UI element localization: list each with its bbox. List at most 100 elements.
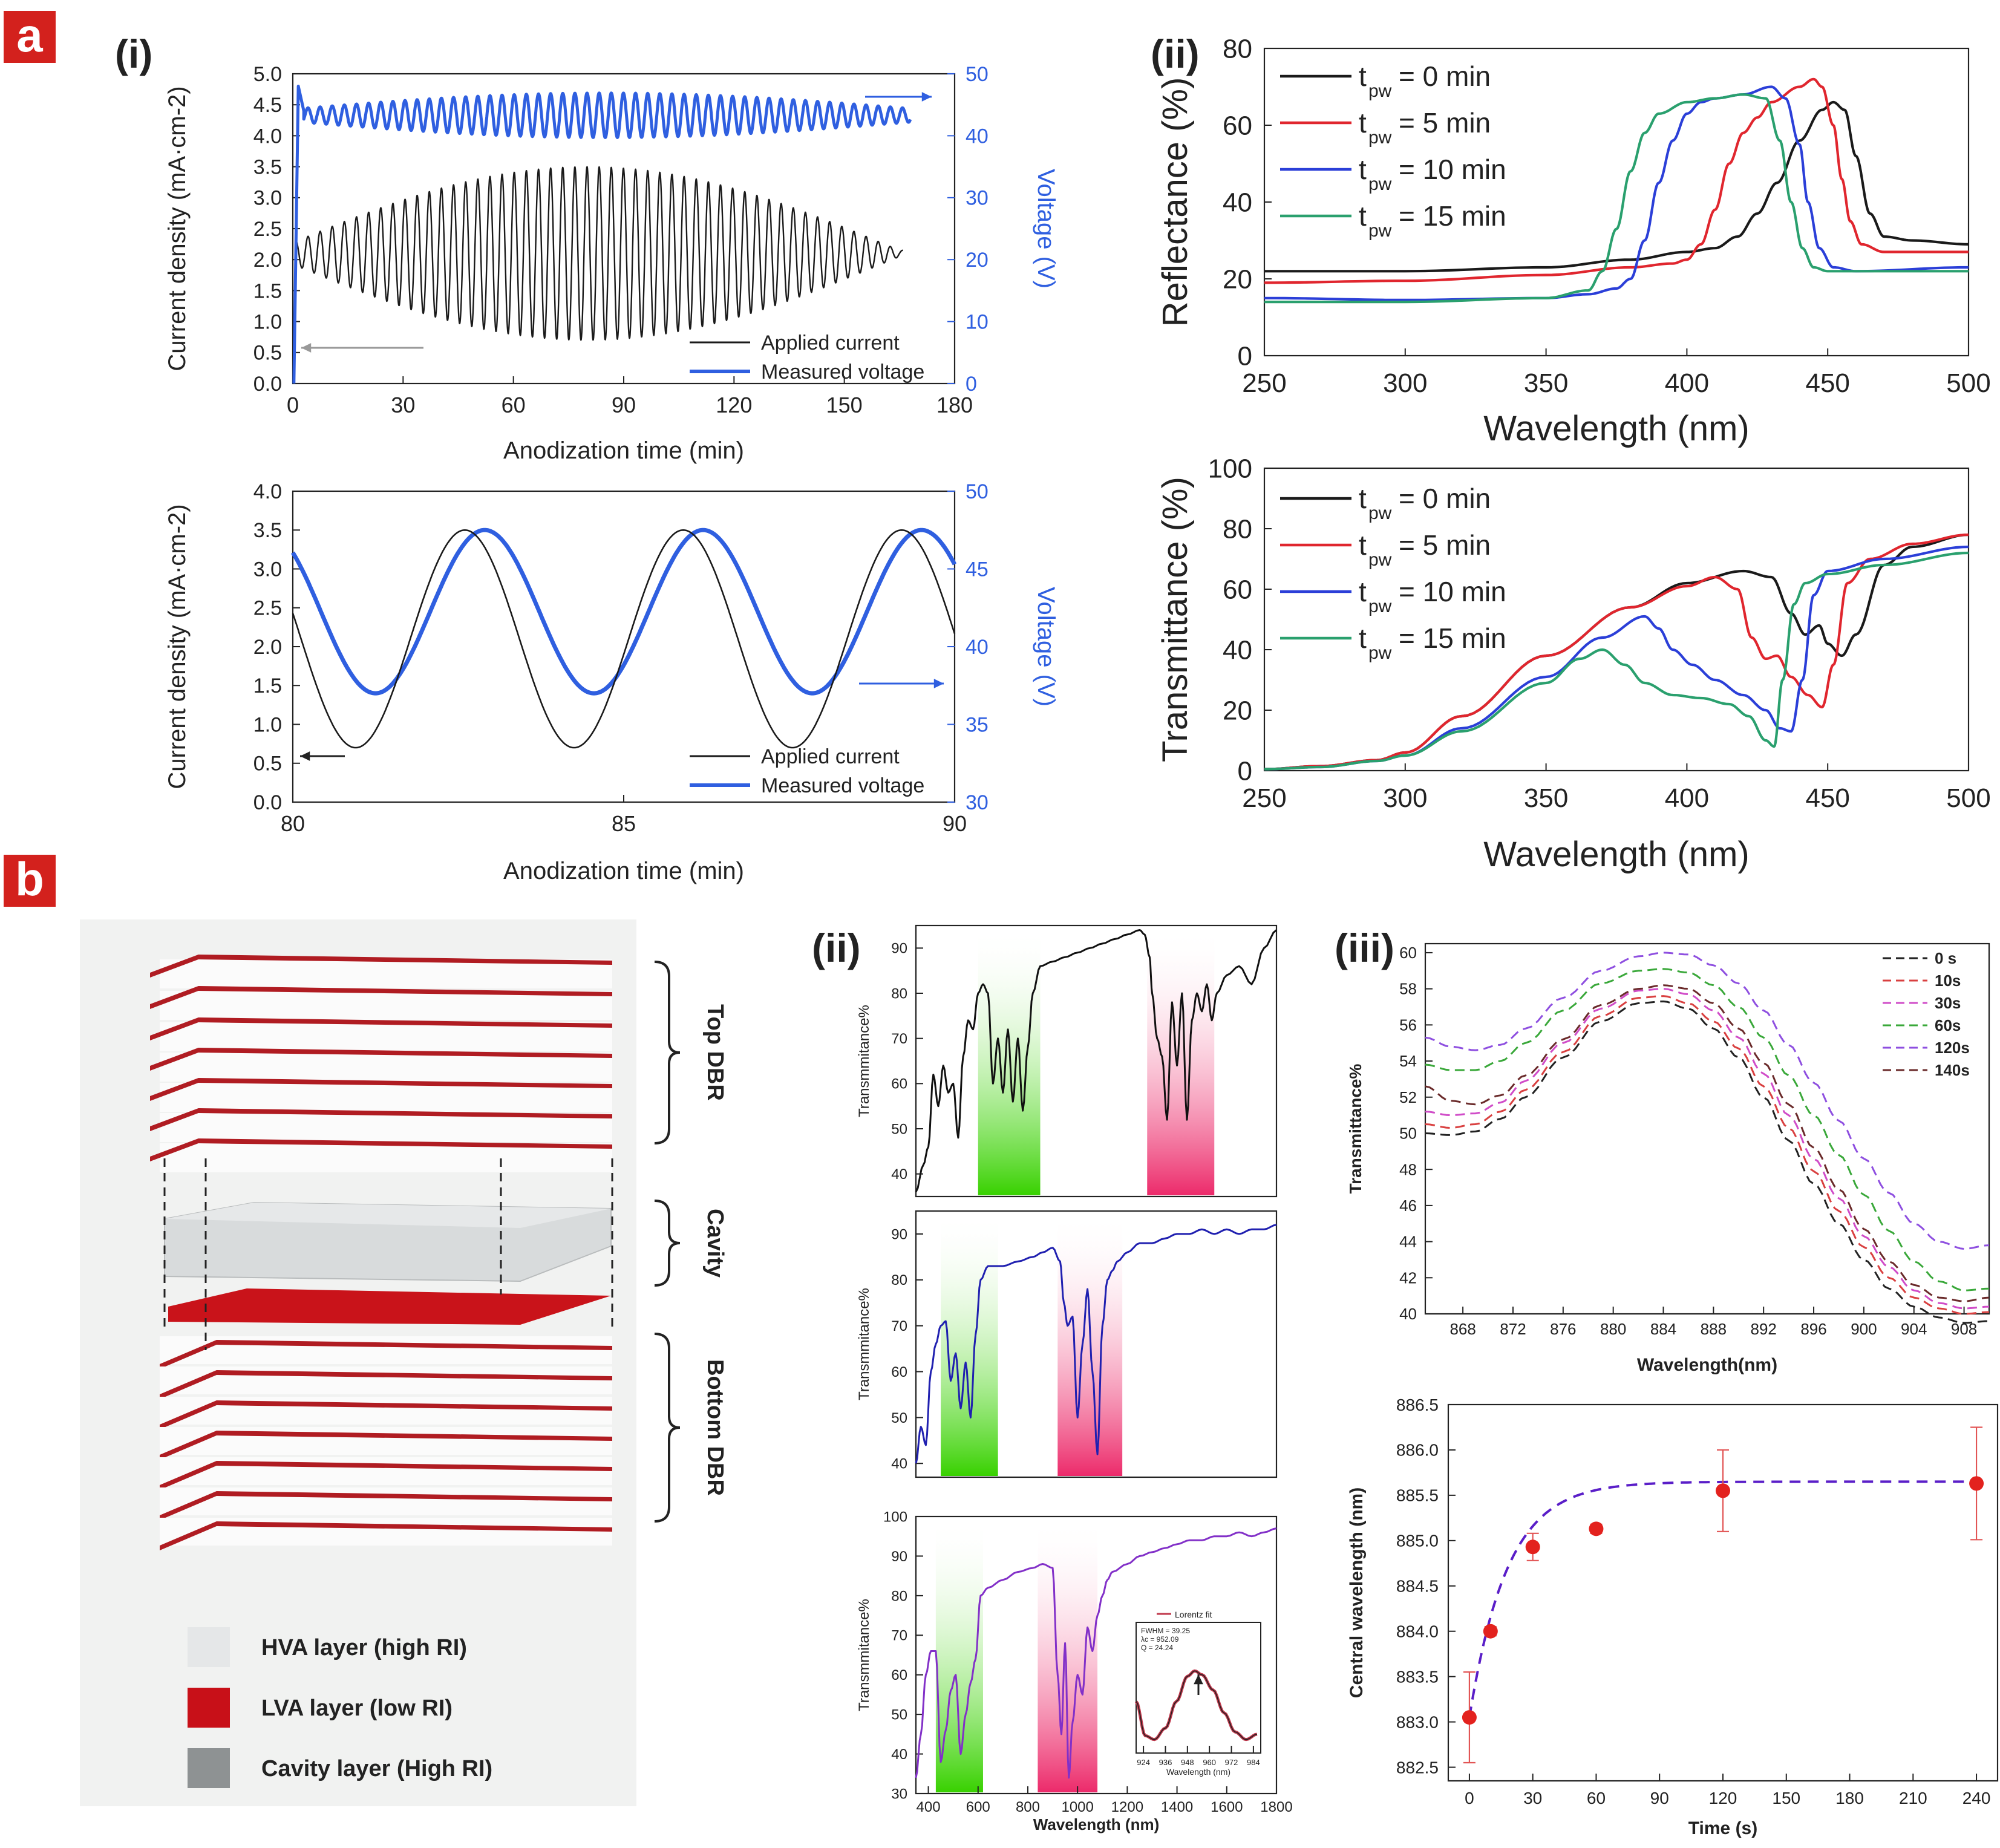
x-tick-label: 872 (1500, 1320, 1526, 1338)
hva-layer (160, 1083, 612, 1112)
y-tick-label: 4.5 (253, 94, 282, 117)
x-tick-label: 500 (1946, 783, 1990, 813)
brace-bottom-dbr (654, 1333, 681, 1523)
x-tick-label: 1600 (1211, 1799, 1243, 1815)
y2-tick-label: 30 (966, 187, 989, 210)
legend-t-label: t (1359, 107, 1367, 139)
legend-label: 10s (1935, 971, 1961, 990)
y-tick-label: 886.0 (1396, 1441, 1439, 1460)
legend-label-layer: HVA layer (high RI) (261, 1635, 467, 1660)
x-tick-label: 1800 (1260, 1799, 1292, 1815)
y-tick-label: 1.0 (253, 311, 282, 334)
legend-subscript: pw (1368, 550, 1392, 570)
y-tick-label: 1.5 (253, 674, 282, 697)
y-tick-label: 4.0 (253, 125, 282, 148)
x-tick-label: 85 (612, 811, 636, 836)
lva-layer (150, 1017, 612, 1040)
y-tick-label: 0.0 (253, 791, 282, 814)
y2-tick-label: 40 (966, 125, 989, 148)
x-tick-label: 888 (1701, 1320, 1727, 1338)
y2-tick-label: 30 (966, 791, 989, 814)
legend-label: = 10 min (1399, 576, 1506, 607)
series-line-b_ii_1 (915, 929, 1277, 1193)
x-axis-label: Time (s) (1688, 1818, 1757, 1838)
legend-label: = 0 min (1399, 60, 1491, 92)
legend-t-label: t (1359, 200, 1367, 232)
arrow-left-current-head (300, 751, 310, 761)
series-line-tpw-1 (1264, 533, 1969, 771)
x-tick-label: 120 (1709, 1789, 1737, 1807)
y-tick-label: 30 (891, 1786, 907, 1802)
y-tick-label: 0.5 (253, 342, 282, 365)
legend-subscript: pw (1368, 596, 1392, 616)
legend-t-label: t (1359, 529, 1367, 561)
lva-layer (160, 1431, 612, 1460)
y-axis-label: Current density (mA·cm-2) (164, 86, 191, 371)
hva-layer (160, 1022, 612, 1051)
axes-frame-b_ii_3 (915, 1515, 1278, 1795)
hva-layer (160, 1053, 612, 1082)
axes-frame-b_ii_1 (915, 924, 1278, 1198)
x-tick-label: 400 (1665, 368, 1709, 398)
x-tick-label: 90 (1650, 1789, 1669, 1807)
x-tick-label: 250 (1242, 783, 1286, 813)
y-tick-label: 40 (1223, 188, 1252, 217)
x-tick-label: 1200 (1111, 1799, 1143, 1815)
lva-layer (160, 1400, 612, 1429)
cavity-layer-top (165, 1203, 611, 1228)
y-tick-label: 80 (1223, 514, 1252, 544)
legend-label: 30s (1935, 994, 1961, 1012)
x-tick-label: 876 (1550, 1320, 1576, 1338)
arrow-right-voltage-head (921, 92, 932, 102)
legend-label-layer: Cavity layer (High RI) (261, 1756, 492, 1781)
x-tick-label: 1000 (1061, 1799, 1093, 1815)
inset-x-tick-label: 948 (1181, 1758, 1194, 1767)
lva-layer (160, 1370, 612, 1399)
legend-label: = 5 min (1399, 529, 1491, 561)
legend-subscript: pw (1368, 128, 1392, 148)
series-line-0s (1425, 1001, 1990, 1324)
legend-label: 140s (1935, 1061, 1970, 1079)
x-tick-label: 180 (1835, 1789, 1864, 1807)
bracket-label-cavity: Cavity (702, 1209, 728, 1278)
y-tick-label: 50 (891, 1410, 907, 1426)
x-tick-label: 350 (1524, 368, 1568, 398)
y-tick-label: 1.5 (253, 279, 282, 302)
y2-tick-label: 35 (966, 713, 989, 736)
x-tick-label: 400 (917, 1799, 941, 1815)
x-tick-label: 300 (1383, 368, 1427, 398)
y-tick-label: 884.0 (1396, 1622, 1439, 1641)
inset-x-tick-label: 972 (1225, 1758, 1238, 1767)
panel-label-b-ii: (ii) (812, 926, 861, 970)
y-tick-label: 2.0 (253, 636, 282, 659)
hva-layer (160, 1113, 612, 1142)
y-tick-label: 2.0 (253, 249, 282, 272)
y-tick-label: 60 (1399, 944, 1417, 962)
series-line-measured-voltage (291, 527, 957, 696)
y2-axis-label: Voltage (V) (1033, 169, 1059, 289)
hva-layer (160, 991, 612, 1020)
y2-tick-label: 10 (966, 311, 989, 334)
bracket-label-top-dbr: Top DBR (702, 1004, 728, 1101)
y-axis-label: Transmmitance% (856, 1005, 872, 1117)
highlight-band-green (941, 1213, 998, 1476)
axes-frame-b-iii-top (1424, 942, 1990, 1315)
y-tick-label: 883.5 (1396, 1667, 1439, 1686)
y-tick-label: 58 (1399, 980, 1417, 998)
x-tick-label: 800 (1016, 1799, 1040, 1815)
panel-label-a-i: (i) (115, 31, 152, 76)
x-tick-label: 120 (716, 393, 752, 417)
y-tick-label: 70 (891, 1031, 907, 1047)
x-tick-label: 350 (1524, 783, 1568, 813)
x-tick-label: 1400 (1161, 1799, 1193, 1815)
legend-swatch-layer (188, 1748, 230, 1788)
x-tick-label: 900 (1851, 1320, 1877, 1338)
y-axis-label: Transmittance% (1346, 1064, 1365, 1194)
x-tick-label: 450 (1805, 783, 1849, 813)
y-tick-label: 882.5 (1396, 1758, 1439, 1777)
y-tick-label: 0.0 (253, 373, 282, 396)
inset-legend-label: Lorentz fit (1175, 1610, 1212, 1619)
series-line-tpw-0 (1264, 100, 1969, 273)
series-line-tpw-3 (1264, 93, 1969, 304)
x-axis-label: Wavelength(nm) (1637, 1355, 1777, 1375)
